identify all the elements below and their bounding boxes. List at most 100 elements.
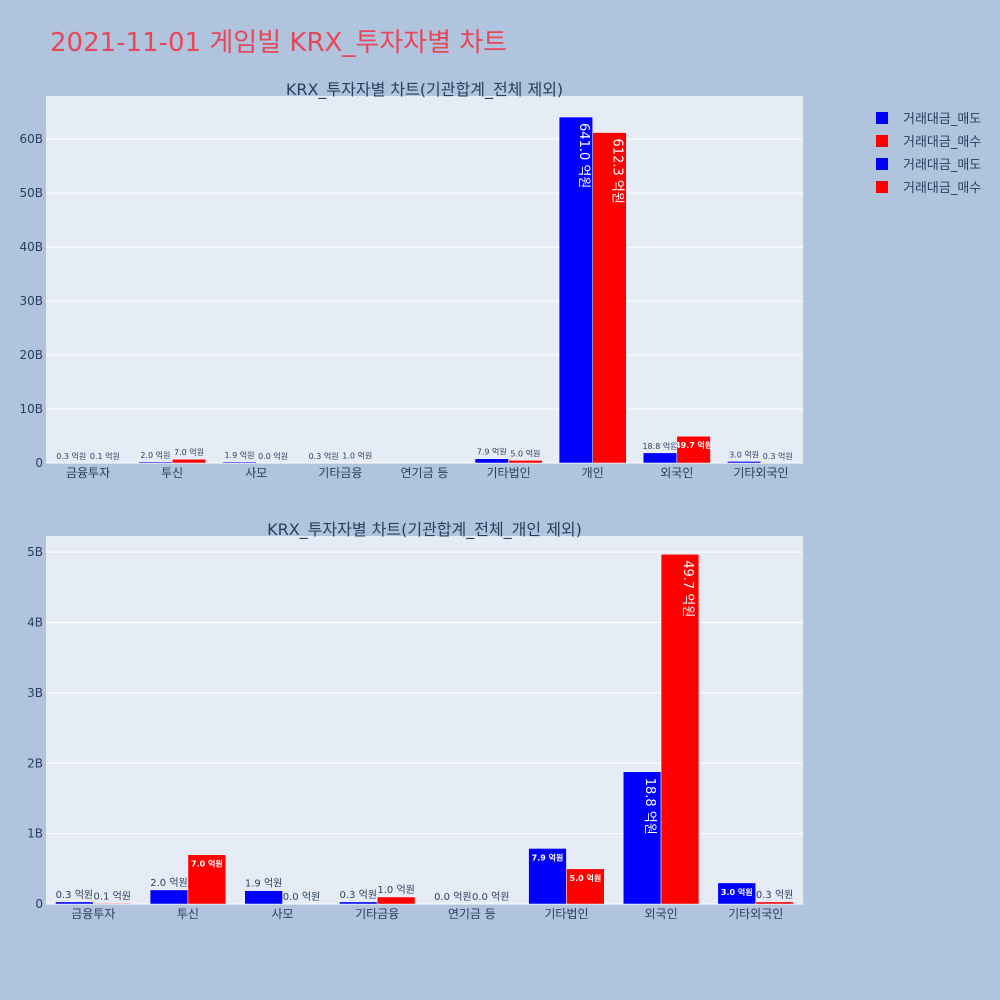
- legend-label: 거래대금_매도: [903, 158, 982, 173]
- data-label: 2.0 억원: [140, 450, 170, 460]
- bar: [339, 901, 378, 905]
- x-tick-label: 기타외국인: [733, 466, 788, 480]
- chart-2: 0 1B 2B 3B 4B 5B KRX_투자자별 차트(기관합계_전체_개인 제외) 금융투…: [27, 520, 803, 921]
- legend[interactable]: 거래대금_매도 거래대금_매수 거래대금_매도 거래대금_매수: [876, 106, 981, 198]
- bar: [222, 461, 257, 464]
- bar: [55, 901, 94, 905]
- y-tick-label: 10B: [19, 402, 43, 416]
- x-tick-label: 금융투자: [66, 466, 110, 480]
- data-label: 7.0 억원: [191, 859, 223, 869]
- data-label: 0.0 억원: [258, 451, 288, 461]
- data-label: 1.0 억원: [377, 884, 414, 896]
- bar: [592, 132, 627, 464]
- bar: [149, 889, 189, 905]
- data-label: 3.0 억원: [729, 449, 759, 459]
- x-tick-label: 연기금 등: [448, 907, 496, 921]
- x-tick-label: 외국인: [660, 466, 693, 480]
- legend-item[interactable]: 거래대금_매수: [876, 129, 981, 152]
- x-tick-label: 투신: [177, 907, 199, 921]
- data-label: 49.7 억원: [675, 440, 712, 450]
- data-label: 5.0 억원: [510, 448, 540, 458]
- y-tick-label: 40B: [19, 240, 43, 254]
- data-label: 1.9 억원: [224, 450, 254, 460]
- legend-item[interactable]: 거래대금_매도: [876, 106, 981, 129]
- legend-swatch: [876, 111, 888, 124]
- x-tick-label: 기타금융: [355, 907, 399, 921]
- bar: [660, 554, 700, 905]
- y-tick-label: 3B: [27, 686, 43, 700]
- data-label: 0.1 억원: [90, 451, 120, 461]
- bar: [187, 854, 227, 905]
- bar: [376, 896, 416, 905]
- legend-label: 거래대금_매수: [903, 135, 982, 150]
- y-tick-label: 1B: [27, 827, 43, 841]
- data-label: 0.3 억원: [309, 451, 339, 461]
- x-tick-label: 개인: [582, 466, 604, 480]
- bar: [340, 462, 375, 464]
- chart-1: 0 10B 20B 30B 40B 50B 60B KRX_투자자별 차트(기관합계_전체 제…: [19, 80, 803, 480]
- legend-item[interactable]: 거래대금_매수: [876, 175, 981, 198]
- bar: [528, 848, 567, 905]
- bar: [642, 452, 678, 464]
- x-tick-label: 기타법인: [487, 466, 531, 480]
- bar: [244, 890, 283, 905]
- bar: [755, 901, 794, 905]
- y-tick-label: 50B: [19, 186, 43, 200]
- data-label: 0.3 억원: [56, 451, 86, 461]
- data-label: 1.0 억원: [342, 450, 372, 460]
- bar: [558, 116, 593, 464]
- bar: [508, 460, 543, 464]
- page-title: 2021-11-01 게임빌 KRX_투자자별 차트: [50, 28, 508, 58]
- bar: [727, 461, 762, 464]
- y-tick-label: 0: [35, 897, 43, 911]
- bar: [566, 868, 605, 905]
- data-label: 1.9 억원: [245, 878, 282, 890]
- data-label: 0.0 억원: [434, 891, 471, 903]
- data-label: 0.3 억원: [756, 889, 793, 901]
- x-tick-label: 외국인: [645, 907, 678, 921]
- data-label: 0.0 억원: [472, 891, 509, 903]
- chart-title: KRX_투자자별 차트(기관합계_전체_개인 제외): [267, 520, 582, 540]
- data-label: 641.0 억원: [576, 123, 591, 188]
- data-label: 0.1 억원: [93, 890, 130, 902]
- data-label: 7.9 억원: [477, 447, 507, 457]
- data-label: 49.7 억원: [680, 560, 695, 617]
- x-tick-label: 사모: [272, 907, 294, 921]
- legend-label: 거래대금_매수: [903, 181, 982, 196]
- y-tick-label: 60B: [19, 132, 43, 146]
- x-tick-label: 기타외국인: [728, 907, 783, 921]
- bar: [171, 458, 207, 464]
- x-tick-label: 사모: [245, 466, 267, 480]
- x-tick-label: 투신: [161, 466, 183, 480]
- x-tick-label: 기타금융: [318, 466, 362, 480]
- y-tick-label: 2B: [27, 756, 43, 770]
- legend-swatch: [876, 134, 888, 147]
- bar: [93, 903, 132, 905]
- data-label: 612.3 억원: [610, 139, 625, 204]
- data-label: 3.0 억원: [721, 887, 753, 897]
- data-label: 7.0 억원: [174, 447, 204, 457]
- bar: [138, 461, 173, 464]
- plot-area: [46, 96, 803, 463]
- bar: [474, 458, 509, 464]
- bar: [622, 771, 662, 905]
- data-label: 0.0 억원: [283, 891, 320, 903]
- data-label: 0.3 억원: [763, 451, 793, 461]
- y-tick-label: 5B: [27, 545, 43, 559]
- bar: [717, 882, 756, 905]
- x-tick-label: 금융투자: [71, 907, 115, 921]
- data-label: 2.0 억원: [150, 877, 187, 889]
- data-label: 5.0 억원: [570, 873, 602, 883]
- data-label: 0.3 억원: [56, 889, 93, 901]
- legend-swatch: [876, 180, 888, 193]
- legend-swatch: [876, 157, 888, 170]
- x-tick-label: 기타법인: [544, 907, 588, 921]
- y-tick-label: 0: [35, 456, 43, 470]
- y-tick-label: 4B: [27, 616, 43, 630]
- data-label: 0.3 억원: [340, 889, 377, 901]
- legend-item[interactable]: 거래대금_매도: [876, 152, 981, 175]
- data-label: 7.9 억원: [532, 852, 564, 862]
- data-label: 18.8 억원: [642, 778, 657, 835]
- y-tick-label: 20B: [19, 348, 43, 362]
